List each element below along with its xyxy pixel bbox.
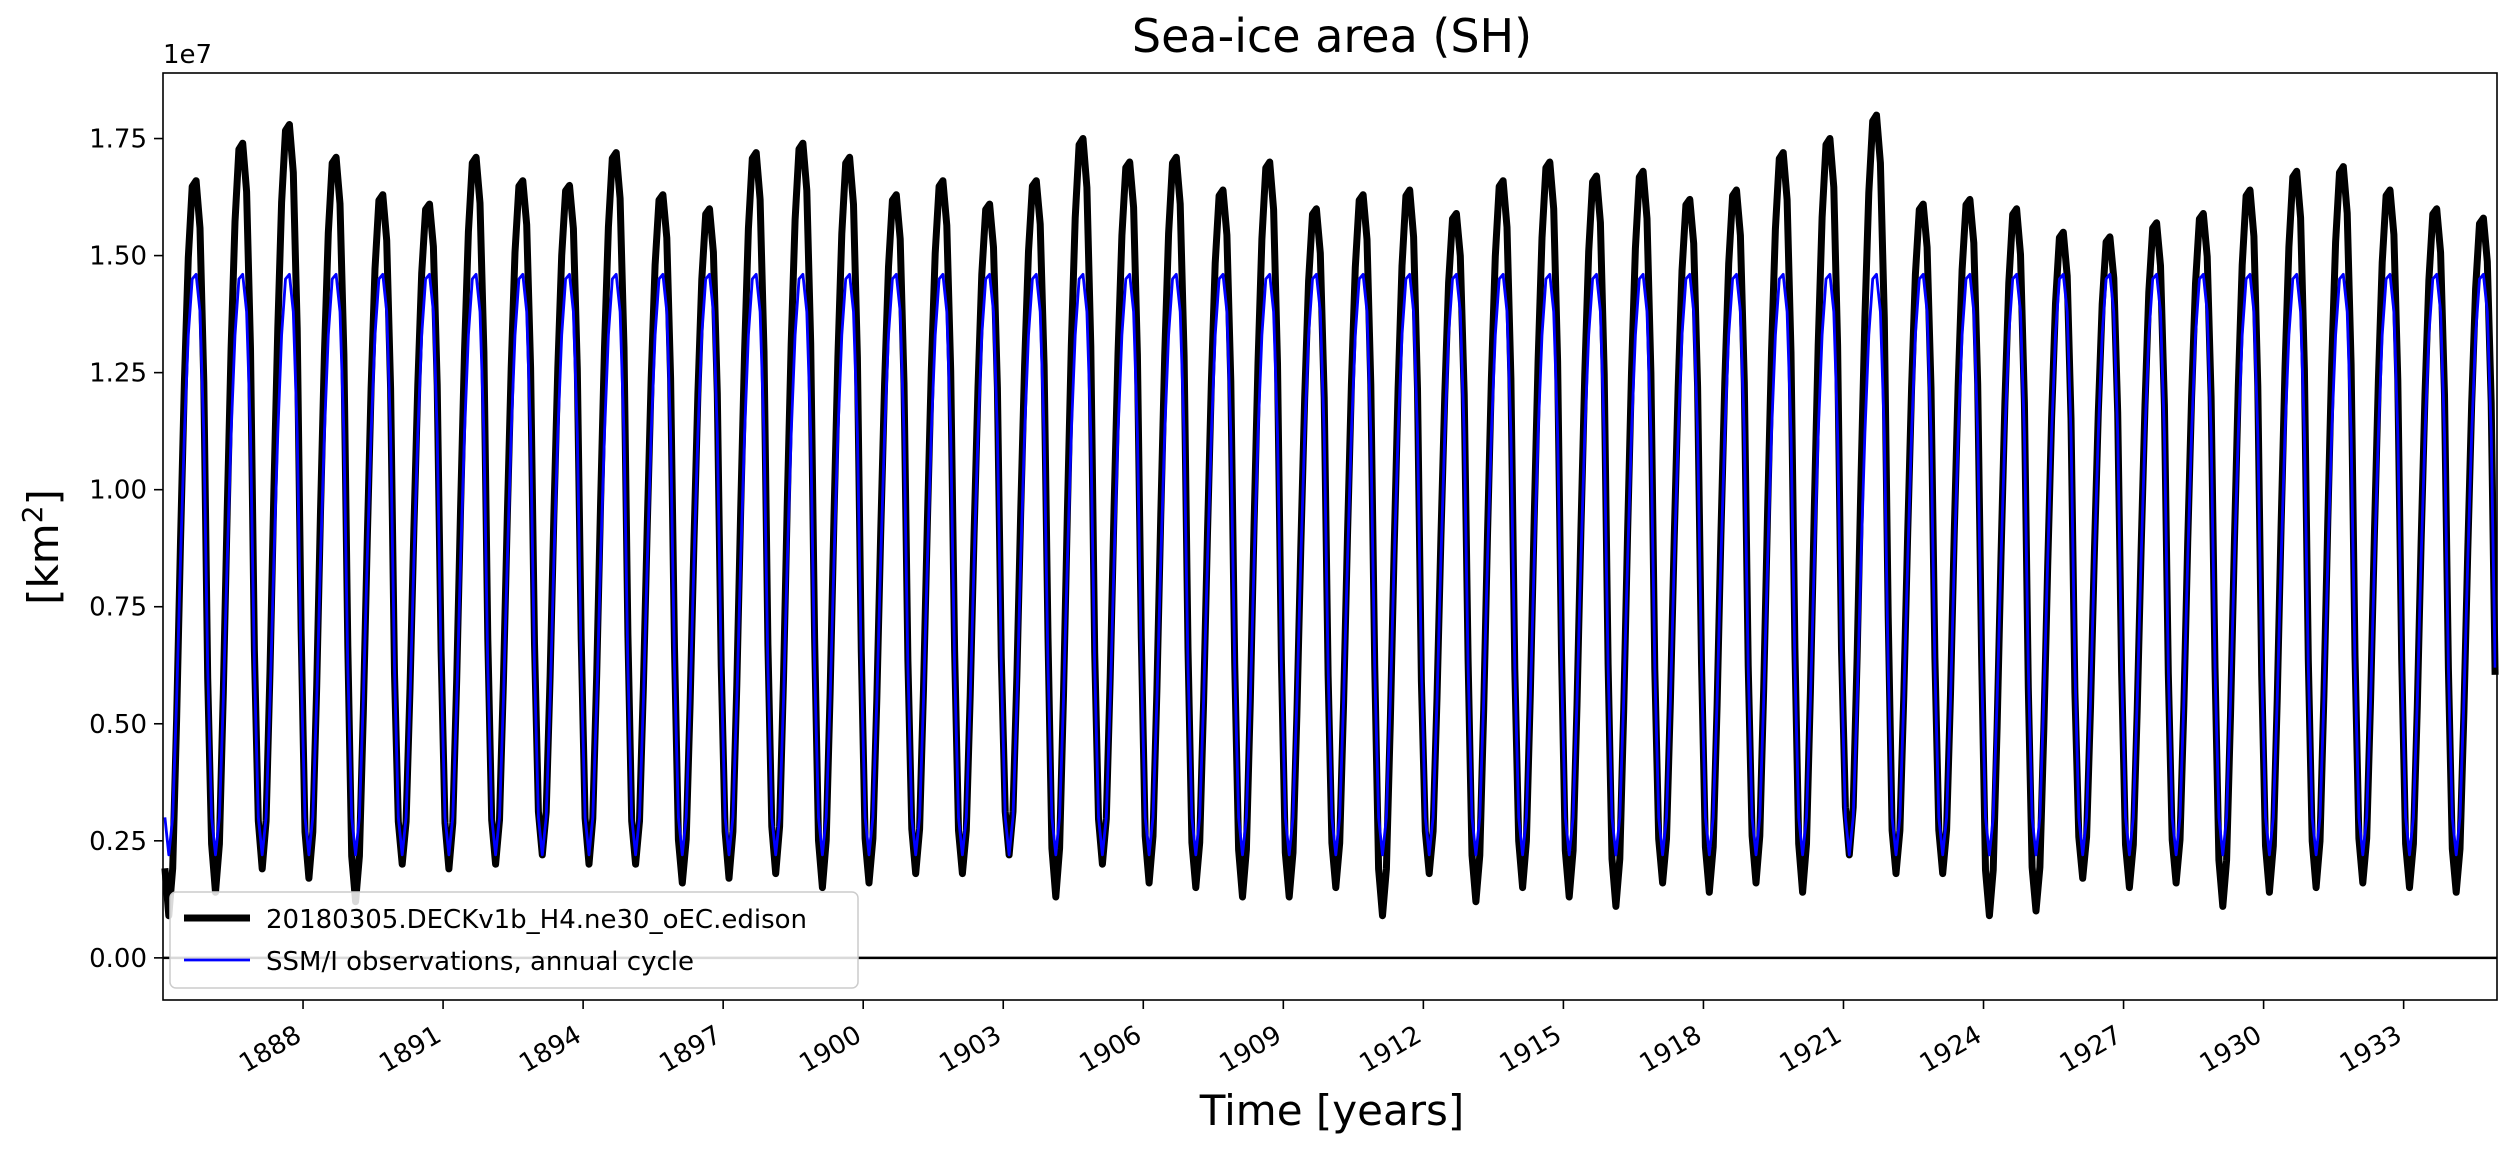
x-tick-label: 1912 bbox=[1355, 1020, 1427, 1079]
y-tick-label: 1.25 bbox=[89, 359, 147, 389]
y-axis-label-superscript: 2 bbox=[16, 505, 49, 523]
x-tick-label: 1915 bbox=[1495, 1020, 1567, 1079]
legend: 20180305.DECKv1b_H4.ne30_oEC.edison SSM/… bbox=[169, 891, 859, 989]
x-tick-label: 1897 bbox=[654, 1020, 726, 1079]
x-tick-label: 1894 bbox=[514, 1020, 586, 1079]
legend-label-model: 20180305.DECKv1b_H4.ne30_oEC.edison bbox=[266, 905, 807, 935]
x-axis-ticks: 1888 1891 1894 1897 1900 1903 1906 1909 1912 1915… bbox=[234, 1000, 2407, 1079]
x-tick-label: 1921 bbox=[1775, 1020, 1847, 1079]
x-tick-label: 1906 bbox=[1074, 1020, 1146, 1079]
y-tick-label: 0.50 bbox=[89, 710, 147, 740]
x-tick-label: 1909 bbox=[1215, 1020, 1287, 1079]
x-tick-label: 1930 bbox=[2195, 1020, 2267, 1079]
x-tick-label: 1927 bbox=[2055, 1020, 2127, 1079]
legend-box bbox=[169, 891, 859, 989]
y-axis-label: [km2] bbox=[16, 489, 68, 605]
y-tick-label: 1.75 bbox=[89, 125, 147, 155]
x-axis-label: Time [years] bbox=[1199, 1086, 1465, 1135]
y-tick-label: 0.00 bbox=[89, 944, 147, 974]
y-axis-label-end: ] bbox=[19, 489, 68, 505]
x-tick-label: 1891 bbox=[374, 1020, 446, 1079]
y-offset-label: 1e7 bbox=[163, 40, 212, 70]
x-tick-label: 1900 bbox=[794, 1020, 866, 1079]
y-tick-label: 0.75 bbox=[89, 593, 147, 623]
chart-title: Sea-ice area (SH) bbox=[1132, 9, 1532, 63]
x-tick-label: 1888 bbox=[234, 1020, 306, 1079]
series-line-observations bbox=[163, 272, 2497, 857]
y-axis-ticks: 0.00 0.25 0.50 0.75 1.00 1.25 1.50 1.75 bbox=[89, 125, 163, 974]
x-tick-label: 1903 bbox=[934, 1020, 1006, 1079]
x-tick-label: 1918 bbox=[1635, 1020, 1707, 1079]
y-tick-label: 0.25 bbox=[89, 827, 147, 857]
plot-frame bbox=[162, 72, 2498, 1001]
series-lines bbox=[161, 111, 2499, 920]
x-tick-label: 1933 bbox=[2335, 1020, 2407, 1079]
legend-label-observations: SSM/I observations, annual cycle bbox=[266, 947, 694, 977]
x-tick-label: 1924 bbox=[1915, 1020, 1987, 1079]
y-tick-label: 1.00 bbox=[89, 476, 147, 506]
y-tick-label: 1.50 bbox=[89, 242, 147, 272]
y-axis-label-main: [km bbox=[19, 523, 68, 605]
